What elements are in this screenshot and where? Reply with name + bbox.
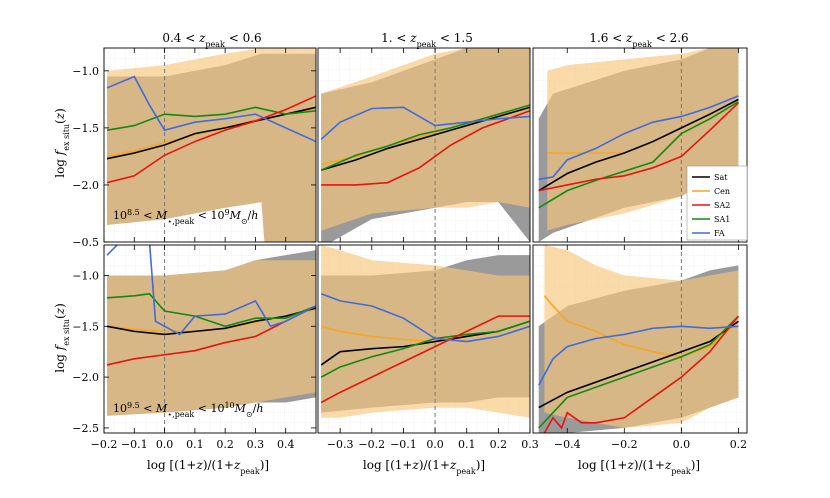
panel-r0-c1 — [317, 47, 531, 243]
cen-scatter-band — [544, 245, 739, 428]
xlabel-1: log [(1+z)/(1+zpeak)] — [147, 458, 269, 476]
x-tick-label: 0.3 — [247, 438, 265, 451]
xlabel-3: log [(1+z)/(1+zpeak)] — [578, 458, 700, 476]
y-tick-label: −0.5 — [72, 236, 99, 249]
series-fa — [106, 245, 316, 336]
legend-label-sa1: SA1 — [714, 215, 730, 224]
series-sat — [106, 106, 316, 160]
x-tick-label: −0.4 — [554, 438, 581, 451]
x-tick-label: 0.2 — [490, 438, 508, 451]
panel-r1-c0: −0.2 −0.1 0.0 0.1 0.2 0.3 0.4 −2.5 −2.0 −1.5 −1.0 — [72, 244, 317, 451]
y-tick-label: −1.5 — [72, 122, 99, 135]
series-sa2 — [106, 95, 316, 184]
legend-label-cen: Cen — [714, 187, 730, 196]
panel-frame — [103, 47, 317, 243]
ylabel-bottom: log fex situ(z) — [53, 303, 71, 373]
series-fa — [106, 75, 316, 143]
x-tick-label: −0.3 — [327, 438, 354, 451]
y-tick-label: −2.0 — [72, 371, 99, 384]
y-tick-label: −2.0 — [72, 179, 99, 192]
y-tick-label: −1.5 — [72, 320, 99, 333]
panel-frame — [532, 47, 748, 243]
series-fa — [538, 325, 739, 386]
panel-frame — [317, 47, 531, 243]
y-tick-label: −2.5 — [72, 422, 99, 435]
series-fa — [320, 106, 530, 140]
x-tick-label: 0.0 — [426, 438, 444, 451]
panel-frame — [317, 244, 531, 434]
y-tick-label: −1.0 — [72, 269, 99, 282]
x-tick-label: 0.3 — [521, 438, 539, 451]
series-cen — [543, 295, 739, 358]
series-sat — [538, 98, 739, 192]
legend-label-sa2: SA2 — [714, 201, 730, 210]
x-tick-label: 0.1 — [186, 438, 204, 451]
series-sat — [538, 320, 739, 409]
x-tick-label: 0.0 — [156, 438, 174, 451]
legend-box — [686, 165, 748, 241]
series-sat — [106, 307, 316, 336]
series-sa1 — [320, 104, 530, 171]
series-sa2 — [106, 305, 316, 366]
ylabel-top: log fex situ(z) — [53, 108, 71, 178]
panel-r1-c1: −0.3 −0.2 −0.1 0.0 0.1 0.2 0.3 — [317, 244, 539, 451]
panel-frame — [103, 244, 317, 434]
panel-frame — [532, 244, 748, 434]
panel-r0-c0: −0.5 −2.0 −1.5 −1.0 — [72, 47, 317, 249]
panel-r0-c2 — [532, 47, 748, 243]
x-tick-label: −0.1 — [121, 438, 148, 451]
series-fa — [538, 95, 739, 181]
x-tick-label: 0.2 — [730, 438, 748, 451]
series-sa1 — [538, 100, 739, 209]
series-sa1 — [106, 106, 316, 131]
cen-scatter-band — [321, 245, 530, 418]
y-tick-label: −1.0 — [72, 65, 99, 78]
panel-r1-c2: −0.4 −0.2 0.0 0.2 — [532, 244, 748, 451]
cen-scatter-band — [107, 48, 316, 242]
panels-group: −0.5−2.0−1.5−1.0−0.2 −0.1 0.0 0.1 0.2 0.3 0.4−… — [72, 47, 748, 451]
col-title-3: 1.6 < zpeak < 2.6 — [589, 31, 688, 49]
x-tick-label: 0.4 — [277, 438, 295, 451]
col-title-1: 0.4 < zpeak < 0.6 — [162, 31, 261, 49]
series-sa1 — [538, 315, 740, 429]
cen-scatter-band — [107, 260, 316, 416]
series-sa2 — [543, 315, 740, 433]
series-sa1 — [320, 320, 530, 378]
legend-label-sat: Sat — [714, 173, 728, 182]
x-tick-label: −0.2 — [91, 438, 118, 451]
xlabel-2: log [(1+z)/(1+zpeak)] — [363, 458, 485, 476]
series-sa2 — [320, 315, 530, 404]
series-sa2 — [538, 102, 739, 192]
cen-scatter-band — [321, 48, 530, 231]
series-sa2 — [321, 110, 530, 186]
col-title-2: 1. < zpeak < 1.5 — [381, 31, 473, 49]
series-fa — [320, 293, 530, 343]
mass-range-annotation-top: 108.5 < M⋆,peak < 109M⊙/h — [113, 208, 258, 226]
legend-label-fa: FA — [714, 229, 725, 238]
x-tick-label: −0.2 — [358, 438, 385, 451]
x-tick-label: 0.0 — [673, 438, 691, 451]
x-tick-label: −0.2 — [611, 438, 638, 451]
x-tick-label: 0.2 — [216, 438, 234, 451]
x-tick-label: 0.1 — [458, 438, 476, 451]
x-tick-label: −0.1 — [390, 438, 417, 451]
legend: Sat Cen SA2 SA1 FA — [686, 165, 748, 241]
